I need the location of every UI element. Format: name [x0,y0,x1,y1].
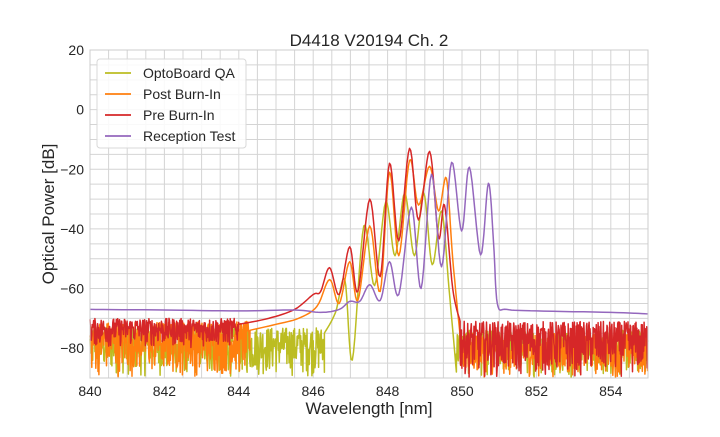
y-tick-label: −80 [60,340,84,356]
x-tick-label: 844 [227,383,251,399]
legend: OptoBoard QA Post Burn-In Pre Burn-In Recep… [96,58,247,149]
x-tick-label: 852 [525,383,549,399]
x-tick-label: 842 [153,383,177,399]
y-tick-label: −20 [60,161,84,177]
plot-frame [89,49,649,379]
series-line-reception-test [89,161,649,315]
y-tick-label: 0 [76,102,84,118]
x-tick-label: 850 [450,383,474,399]
legend-label: Pre Burn-In [143,107,215,123]
y-tick-label: −60 [60,281,84,297]
x-tick-label: 846 [302,383,326,399]
y-tick-label: 20 [68,42,84,58]
tick-labels: 840 842 844 846 848 850 852 854 20 0 −20 −40 −60 −80 [60,42,622,399]
x-tick-label: 848 [376,383,400,399]
series-line-pre-burn-in [89,147,649,379]
y-axis-label: Optical Power [dB] [39,144,58,285]
legend-label: OptoBoard QA [143,65,235,81]
x-tick-label: 840 [78,383,102,399]
series-group [89,147,649,379]
y-tick-label: −40 [60,221,84,237]
legend-label: Post Burn-In [143,86,221,102]
x-axis-label: Wavelength [nm] [306,399,433,418]
legend-box [96,58,247,149]
x-tick-label: 854 [599,383,623,399]
chart-title: D4418 V20194 Ch. 2 [290,31,449,50]
legend-label: Reception Test [143,128,235,144]
